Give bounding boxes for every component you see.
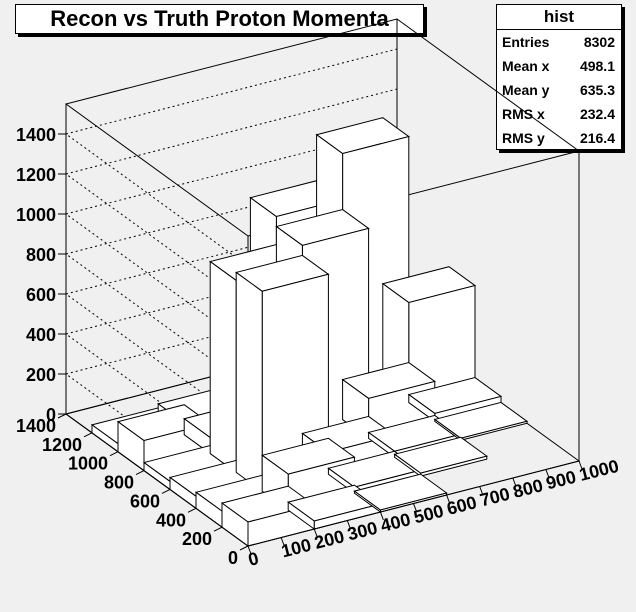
stats-value: 498.1 xyxy=(579,58,615,74)
bar-side xyxy=(209,260,237,474)
x-tick xyxy=(479,486,484,495)
x-tick-label: 200 xyxy=(312,526,346,553)
y-tick xyxy=(109,451,119,457)
y-tick xyxy=(239,545,249,551)
x-tick-label: 300 xyxy=(345,518,379,545)
x-tick xyxy=(313,528,318,538)
y-tick-label: 600 xyxy=(130,491,160,511)
x-tick xyxy=(578,460,583,470)
x-tick xyxy=(545,469,550,478)
stats-label: RMS y xyxy=(502,130,545,146)
z-gridline xyxy=(65,168,398,255)
stats-value: 635.3 xyxy=(579,82,615,98)
y-tick-label: 1400 xyxy=(16,416,56,436)
z-gridline xyxy=(65,128,398,215)
x-tick-label: 600 xyxy=(445,492,479,519)
z-gridline xyxy=(65,88,398,175)
z-tick-label: 1200 xyxy=(16,165,56,185)
z-tick-label: 0 xyxy=(46,405,56,425)
x-tick-label: 500 xyxy=(412,501,446,528)
bar-side xyxy=(235,271,263,493)
stats-box: hist Entries 8302 Mean x 498.1 Mean y 63… xyxy=(496,4,622,150)
y-tick-label: 0 xyxy=(228,548,238,568)
box-top-edge xyxy=(396,18,580,152)
z-tick-label: 200 xyxy=(26,365,56,385)
y-tick-label: 1000 xyxy=(68,454,108,474)
z-tick-label: 800 xyxy=(26,245,56,265)
x-tick-label: 1000 xyxy=(577,456,621,485)
stats-row-entries: Entries 8302 xyxy=(497,30,621,54)
y-tick xyxy=(161,488,171,494)
stats-label: Mean x xyxy=(502,58,550,74)
y-tick xyxy=(57,413,67,419)
stats-value: 232.4 xyxy=(579,106,615,122)
chart-title: Recon vs Truth Proton Momenta xyxy=(15,4,424,34)
y-tick xyxy=(83,432,93,438)
bar-side xyxy=(287,501,315,530)
x-tick-label: 900 xyxy=(544,467,578,494)
y-axis-line xyxy=(65,413,249,547)
x-tick-label: 400 xyxy=(379,509,413,536)
y-tick-label: 800 xyxy=(104,473,134,493)
stats-title: hist xyxy=(497,5,621,30)
x-tick-label: 0 xyxy=(246,548,261,570)
z-gridline xyxy=(65,208,398,295)
bar-side xyxy=(353,490,381,513)
stats-row-rms-y: RMS y 216.4 xyxy=(497,126,621,150)
y-tick xyxy=(135,470,145,476)
x-tick xyxy=(280,537,285,546)
stats-label: Mean y xyxy=(502,82,550,98)
y-tick-label: 200 xyxy=(182,529,212,549)
y-tick-label: 1200 xyxy=(42,435,82,455)
x-tick xyxy=(247,545,252,555)
x-tick-label: 800 xyxy=(511,475,545,502)
y-tick xyxy=(213,526,223,532)
z-tick-label: 600 xyxy=(26,285,56,305)
y-tick xyxy=(187,507,197,513)
z-tick-label: 1400 xyxy=(16,125,56,145)
z-gridline xyxy=(65,133,249,267)
x-tick-label: 700 xyxy=(478,484,512,511)
x-tick xyxy=(346,520,351,529)
x-tick xyxy=(446,494,451,504)
stats-row-mean-y: Mean y 635.3 xyxy=(497,78,621,102)
z-tick-label: 400 xyxy=(26,325,56,345)
x-tick-label: 100 xyxy=(279,535,313,562)
z-gridline xyxy=(65,48,398,135)
stats-label: Entries xyxy=(502,34,550,50)
stats-value: 8302 xyxy=(583,34,615,50)
stats-value: 216.4 xyxy=(579,130,615,146)
z-tick-label: 1000 xyxy=(16,205,56,225)
x-tick xyxy=(413,503,417,512)
x-tick xyxy=(379,511,384,521)
y-tick-label: 400 xyxy=(156,510,186,530)
stats-row-mean-x: Mean x 498.1 xyxy=(497,54,621,78)
x-tick xyxy=(512,477,517,487)
